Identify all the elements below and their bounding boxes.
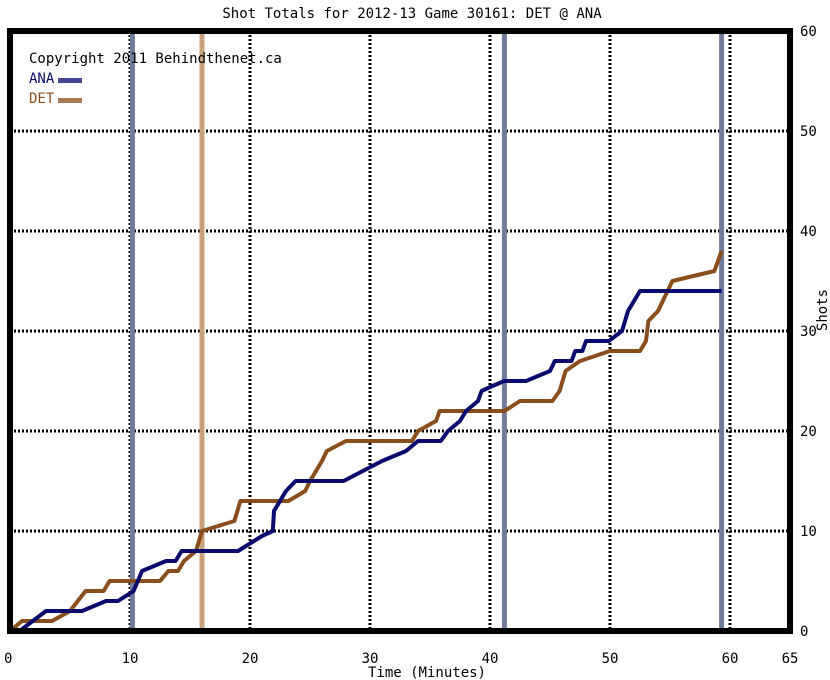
legend-entry-ana: ANA [29,71,55,87]
y-tick-label: 40 [800,224,817,240]
series-line-ana [10,289,722,633]
legend: ANA DET [29,71,82,107]
y-axis-ticks: 0 10 20 30 40 50 60 [800,24,817,640]
chart-title: Shot Totals for 2012-13 Game 30161: DET … [222,6,602,22]
x-tick-label: 30 [362,651,379,667]
y-tick-label: 50 [800,124,817,140]
y-tick-label: 10 [800,524,817,540]
plot-frame [7,28,793,634]
legend-swatch-det [58,98,82,103]
series-line-det [8,250,724,633]
x-axis-ticks: 0 10 20 30 40 50 60 65 [4,651,798,667]
y-axis-label: Shots [815,289,830,331]
y-tick-label: 0 [800,624,808,640]
grid-lines [10,31,790,631]
x-tick-label: 40 [482,651,499,667]
x-axis-label: Time (Minutes) [368,665,486,680]
x-tick-label: 65 [782,651,799,667]
x-tick-label: 50 [602,651,619,667]
y-tick-label: 20 [800,424,817,440]
legend-swatch-ana [58,78,82,83]
y-tick-label: 60 [800,24,817,40]
x-tick-label: 0 [4,651,12,667]
series-lines [8,250,724,633]
x-tick-label: 60 [722,651,739,667]
x-tick-label: 20 [242,651,259,667]
y-tick-label: 30 [800,324,817,340]
x-tick-label: 10 [122,651,139,667]
copyright-text: Copyright 2011 Behindthenet.ca [29,51,282,67]
legend-entry-det: DET [29,91,55,107]
